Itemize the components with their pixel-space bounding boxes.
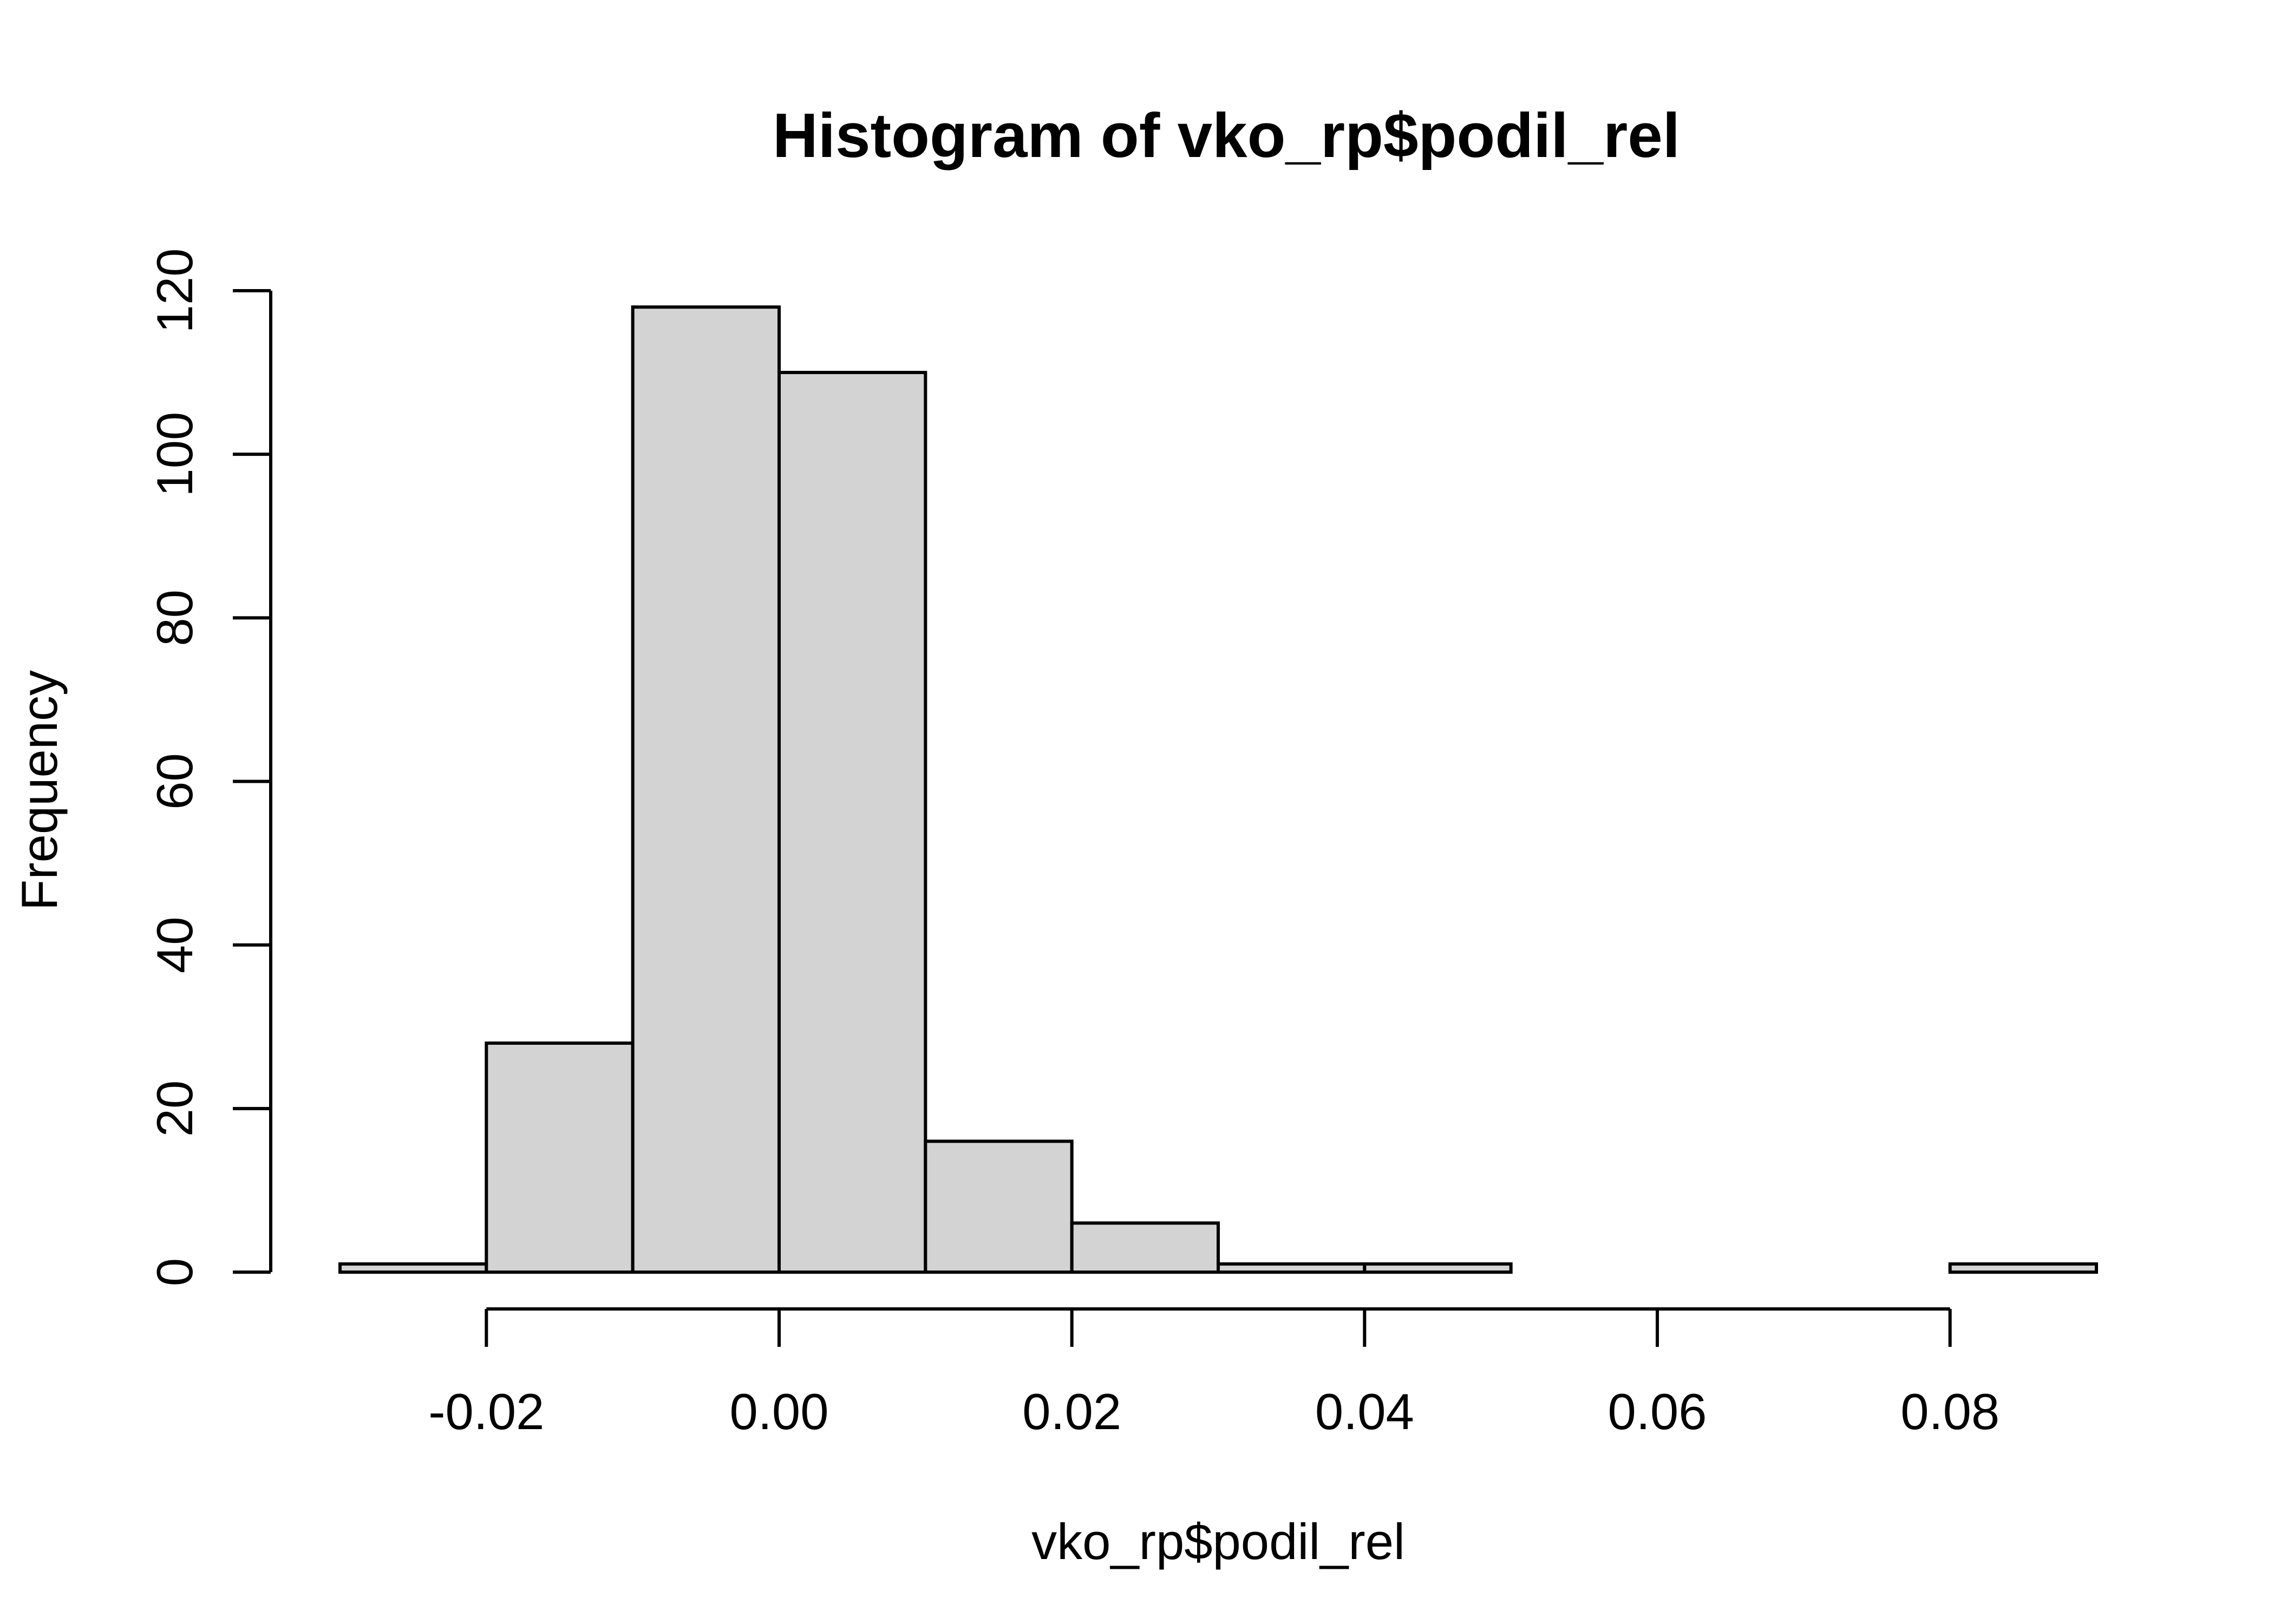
histogram-bar-1	[485, 1041, 635, 1274]
histogram-bar-0	[338, 1262, 488, 1274]
x-tick-label-3: 0.04	[1315, 1383, 1414, 1440]
histogram-bar-6	[1217, 1262, 1367, 1274]
x-tick-label-1: 0.00	[730, 1383, 829, 1440]
y-tick-label-6: 120	[146, 248, 203, 333]
x-tick-label-4: 0.06	[1608, 1383, 1707, 1440]
y-axis-label: Frequency	[11, 670, 68, 911]
y-tick-label-3: 60	[146, 753, 203, 810]
histogram-bar-5	[1070, 1221, 1220, 1274]
y-tick-label-2: 40	[146, 916, 203, 973]
y-tick-label-5: 100	[146, 412, 203, 497]
x-axis: -0.02 0.00 0.02 0.04 0.06 0.08	[428, 1307, 1999, 1440]
x-tick-label-0: -0.02	[428, 1383, 544, 1440]
x-axis-label: vko_rp$podil_rel	[1031, 1513, 1405, 1570]
bars-group	[338, 305, 2099, 1274]
y-axis: 0 20 40 60 80 100 120	[146, 248, 272, 1286]
histogram-bar-7	[1363, 1262, 1513, 1274]
y-tick-label-1: 20	[146, 1081, 203, 1137]
x-tick-label-2: 0.02	[1022, 1383, 1121, 1440]
histogram-bar-3	[777, 371, 927, 1274]
x-tick-label-5: 0.08	[1900, 1383, 1999, 1440]
chart-title: Histogram of vko_rp$podil_rel	[773, 100, 1680, 171]
y-tick-label-0: 0	[146, 1258, 203, 1286]
histogram-bar-11	[1948, 1262, 2099, 1274]
y-tick-label-4: 80	[146, 590, 203, 646]
histogram-bar-2	[631, 305, 781, 1274]
histogram-bar-4	[924, 1140, 1074, 1274]
